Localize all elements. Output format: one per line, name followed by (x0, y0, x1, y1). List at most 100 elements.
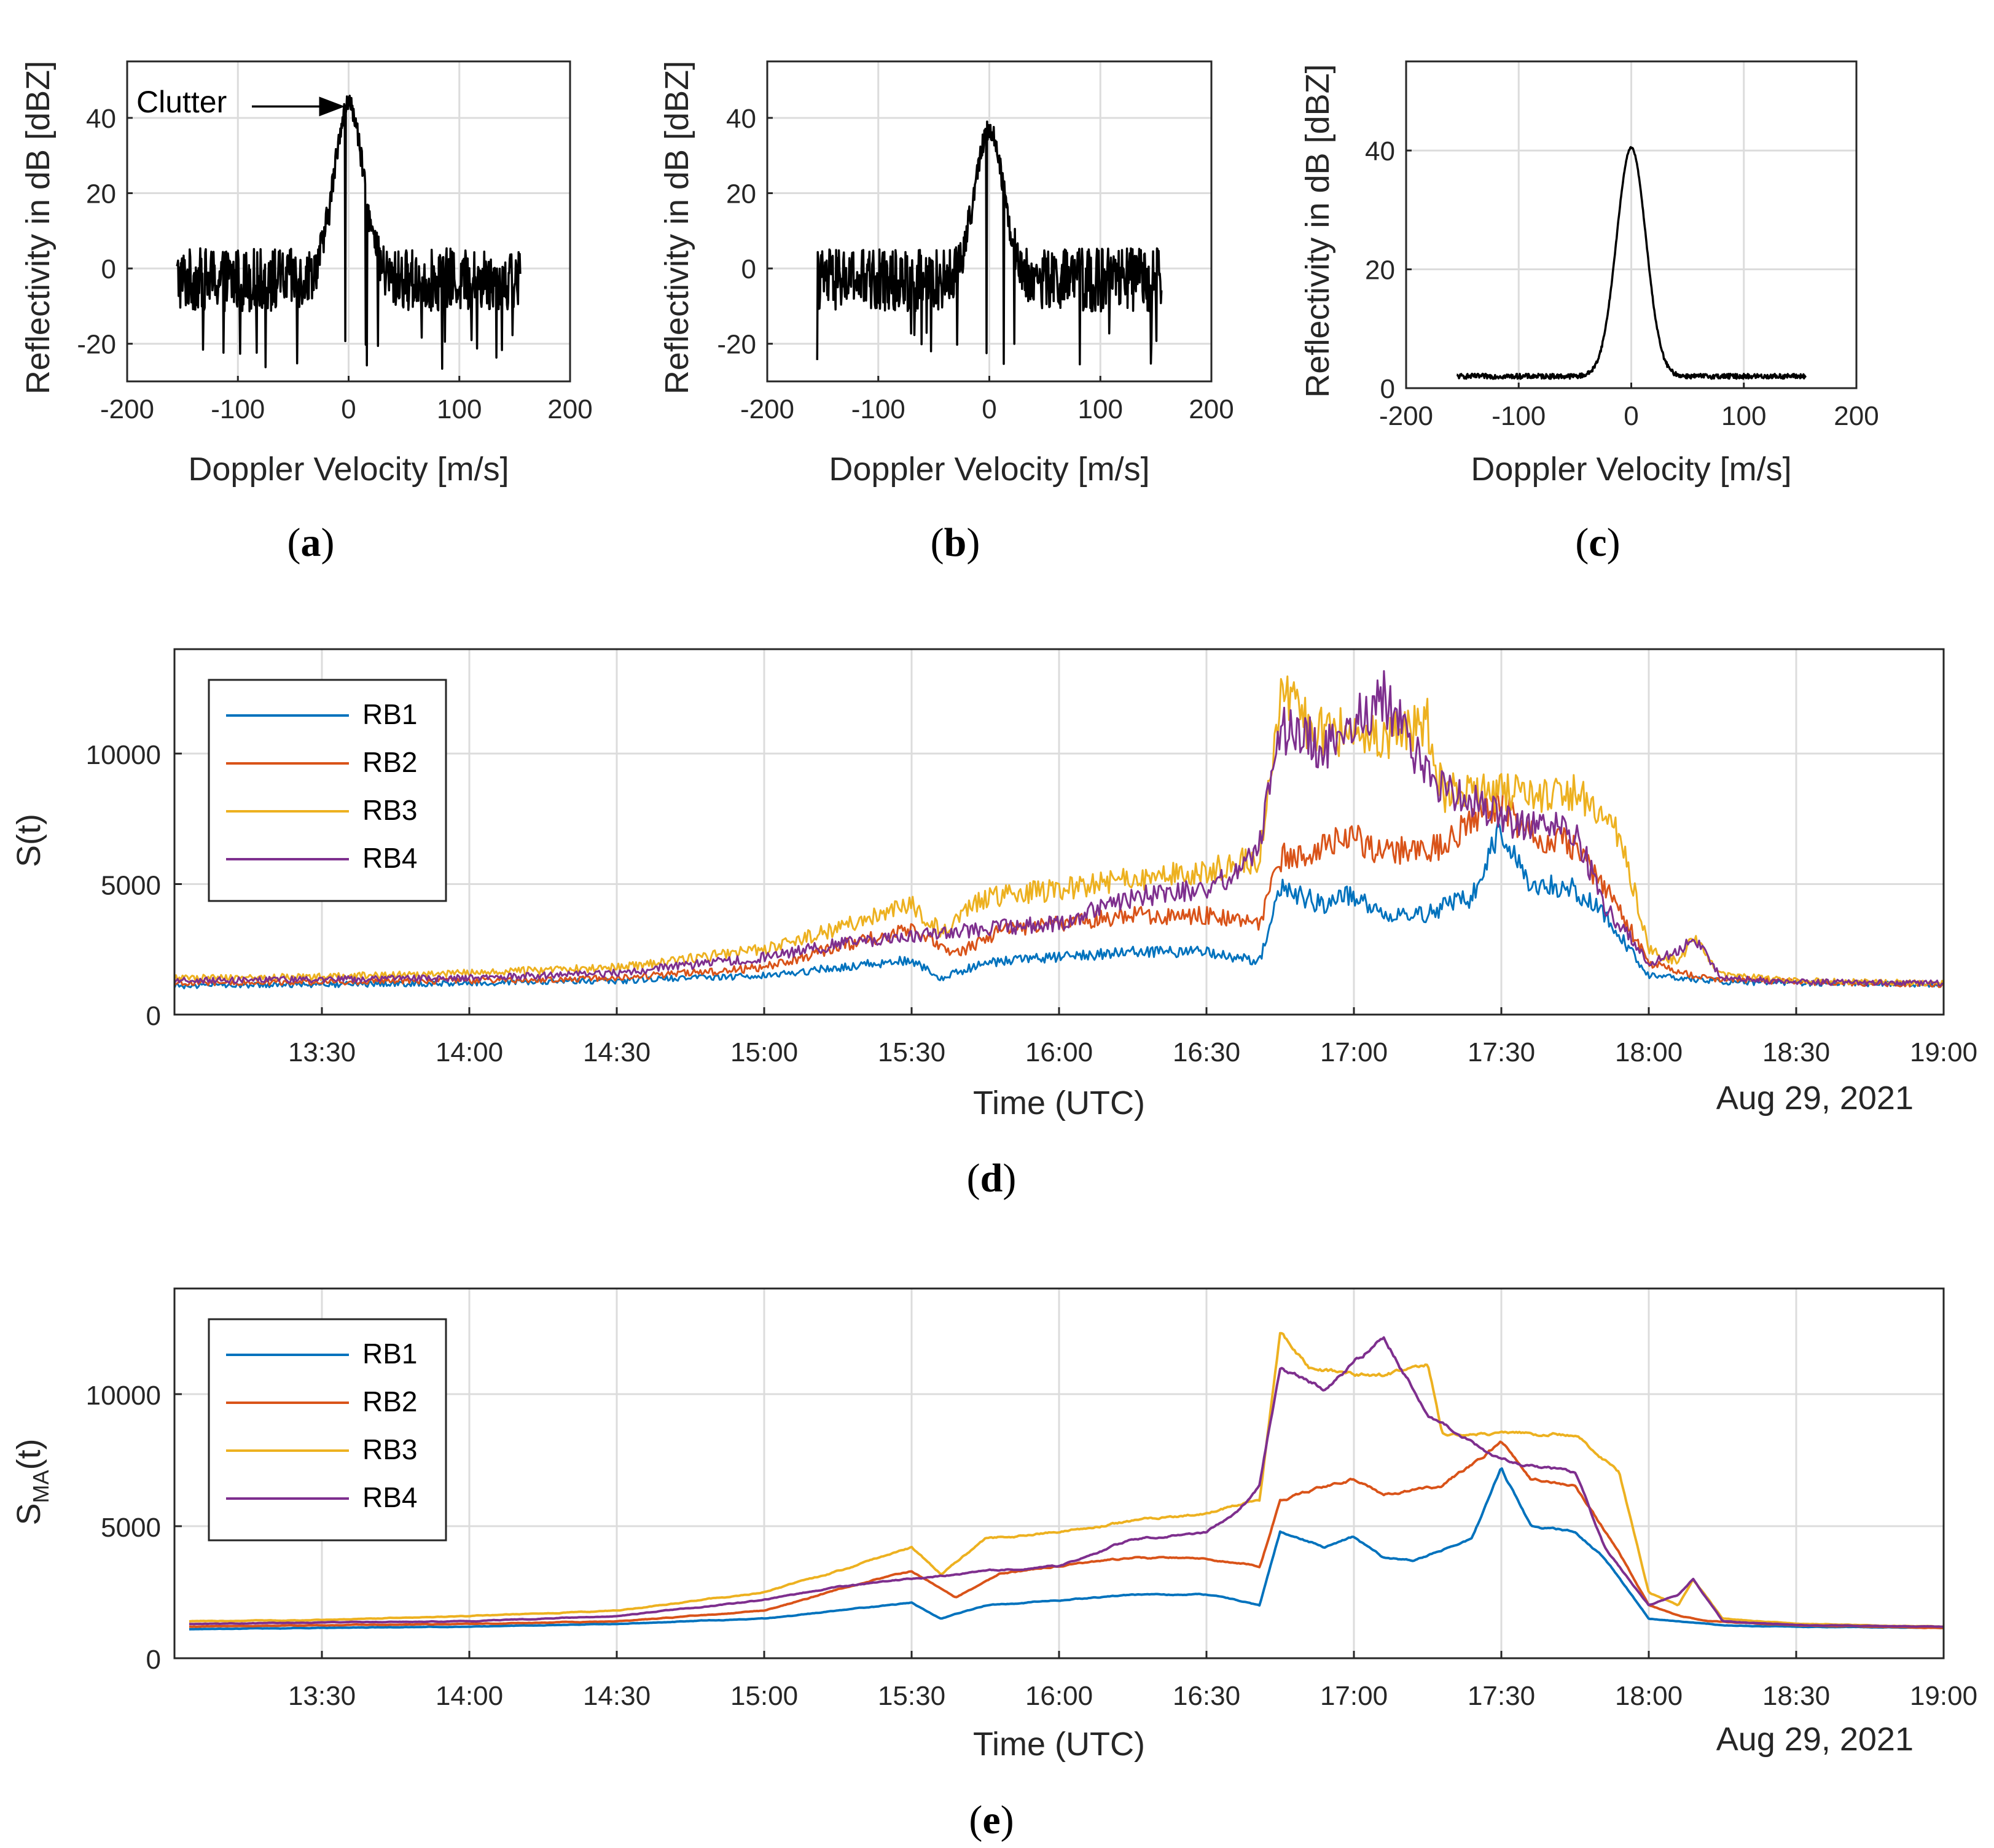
y-tick-label: -20 (77, 330, 116, 360)
x-axis-label: Doppler Velocity [m/s] (188, 451, 509, 488)
x-tick-label: 0 (1624, 401, 1638, 431)
x-tick-label: -100 (1492, 401, 1546, 431)
y-axis-label: Reflectivity in dB [dBZ] (659, 61, 695, 394)
x-axis-label: Doppler Velocity [m/s] (1471, 451, 1791, 488)
panel-caption: (d) (967, 1156, 1017, 1201)
y-tick-label: 40 (86, 104, 116, 134)
legend: RB1 RB2 RB3 RB4 (208, 679, 447, 902)
x-tick-label: 15:00 (730, 1037, 798, 1067)
y-tick-label: 0 (146, 1001, 161, 1031)
x-tick-label: 17:30 (1468, 1037, 1535, 1067)
x-tick-label: 13:30 (288, 1681, 356, 1711)
panel-caption: (c) (1575, 520, 1620, 565)
y-tick-label: 0 (741, 254, 756, 284)
legend-label-rb3: RB3 (362, 794, 417, 826)
x-tick-label: 19:00 (1910, 1037, 1977, 1067)
series-line-rb1 (173, 821, 1945, 989)
y-tick-label: 40 (726, 104, 756, 134)
x-tick-label: 14:00 (436, 1037, 503, 1067)
x-tick-label: 15:30 (878, 1037, 945, 1067)
y-tick-label: 10000 (86, 740, 161, 770)
y-tick-label: 10000 (86, 1381, 161, 1411)
y-tick-label: 5000 (101, 1513, 161, 1543)
y-tick-label: 5000 (101, 871, 161, 901)
x-tick-label: 17:00 (1320, 1681, 1388, 1711)
x-axis-label: Time (UTC) (973, 1085, 1145, 1121)
x-tick-label: -200 (100, 394, 154, 424)
panel-e: 13:30 14:00 14:30 15:00 15:30 16:00 16:30 17:00… (10, 1287, 1977, 1842)
clutter-annotation: Clutter (136, 85, 227, 119)
legend-label-rb4: RB4 (362, 1481, 417, 1513)
x-tick-label: 200 (1189, 394, 1234, 424)
x-tick-label: 17:00 (1320, 1037, 1388, 1067)
date-label: Aug 29, 2021 (1716, 1080, 1914, 1117)
legend-label-rb2: RB2 (362, 1386, 417, 1417)
legend-label-rb1: RB1 (362, 698, 417, 730)
legend-label-rb1: RB1 (362, 1338, 417, 1370)
x-tick-label: 14:00 (436, 1681, 503, 1711)
series-line-rb2 (189, 1440, 1944, 1629)
x-tick-label: 200 (547, 394, 592, 424)
x-tick-label: 0 (982, 394, 996, 424)
x-tick-label: 100 (1721, 401, 1766, 431)
x-tick-label: -100 (851, 394, 905, 424)
panel-caption: (a) (287, 520, 335, 565)
x-tick-label: -200 (1379, 401, 1433, 431)
x-tick-label: 18:30 (1762, 1681, 1830, 1711)
x-tick-label: -100 (211, 394, 265, 424)
y-axis-label: S(t) (10, 814, 47, 867)
y-tick-label: 0 (1380, 374, 1395, 404)
x-tick-label: 18:30 (1762, 1037, 1830, 1067)
series-line-rb4 (189, 1336, 1944, 1628)
x-axis-label: Time (UTC) (973, 1726, 1145, 1763)
date-label: Aug 29, 2021 (1716, 1721, 1914, 1758)
legend-label-rb4: RB4 (362, 842, 417, 874)
x-tick-label: 0 (341, 394, 356, 424)
series-line-rb4 (173, 670, 1944, 987)
panel-d: 13:30 14:00 14:30 15:00 15:30 16:00 16:30 17:00… (10, 648, 1977, 1201)
series-line-spectrum (816, 120, 1163, 366)
x-tick-label: 16:30 (1173, 1037, 1240, 1067)
y-axis-label: SMA(t) (10, 1439, 53, 1526)
y-tick-label: 40 (1365, 136, 1395, 166)
x-tick-label: 200 (1834, 401, 1879, 431)
y-tick-label: -20 (717, 330, 756, 360)
x-tick-label: 16:00 (1025, 1037, 1093, 1067)
legend-label-rb3: RB3 (362, 1433, 417, 1465)
x-axis-label: Doppler Velocity [m/s] (829, 451, 1149, 488)
annotation-arrow-head (319, 96, 345, 117)
panel-caption: (b) (931, 520, 980, 565)
panel-c: -200 -100 0 100 200 0 20 40 Doppler Velocity [m/… (1299, 60, 1879, 565)
x-tick-label: 18:00 (1615, 1037, 1683, 1067)
series-line-spectrum (176, 95, 522, 370)
y-tick-label: 20 (86, 179, 116, 209)
x-tick-label: 13:30 (288, 1037, 356, 1067)
x-tick-label: 18:00 (1615, 1681, 1683, 1711)
panel-caption: (e) (969, 1798, 1014, 1842)
y-tick-label: 0 (101, 254, 116, 284)
y-axis-label: Reflectivity in dB [dBZ] (20, 61, 57, 394)
x-tick-label: 14:30 (583, 1037, 651, 1067)
x-tick-label: 14:30 (583, 1681, 651, 1711)
x-tick-label: 17:30 (1468, 1681, 1535, 1711)
legend: RB1 RB2 RB3 RB4 (208, 1318, 447, 1542)
y-tick-label: 0 (146, 1645, 161, 1675)
legend-label-rb2: RB2 (362, 746, 417, 778)
series-line-rb3 (189, 1331, 1944, 1628)
x-tick-label: 100 (437, 394, 482, 424)
x-tick-label: 100 (1078, 394, 1123, 424)
x-tick-label: -200 (740, 394, 794, 424)
y-axis-label: Reflectivity in dB [dBZ] (1299, 64, 1336, 397)
x-tick-label: 15:00 (730, 1681, 798, 1711)
x-tick-label: 16:30 (1173, 1681, 1240, 1711)
y-tick-label: 20 (726, 179, 756, 209)
x-tick-label: 19:00 (1910, 1681, 1977, 1711)
y-tick-label: 20 (1365, 255, 1395, 286)
series-line-spectrum (1456, 146, 1807, 380)
x-tick-label: 15:30 (878, 1681, 945, 1711)
series-line-rb1 (189, 1467, 1944, 1631)
x-tick-label: 16:00 (1025, 1681, 1093, 1711)
